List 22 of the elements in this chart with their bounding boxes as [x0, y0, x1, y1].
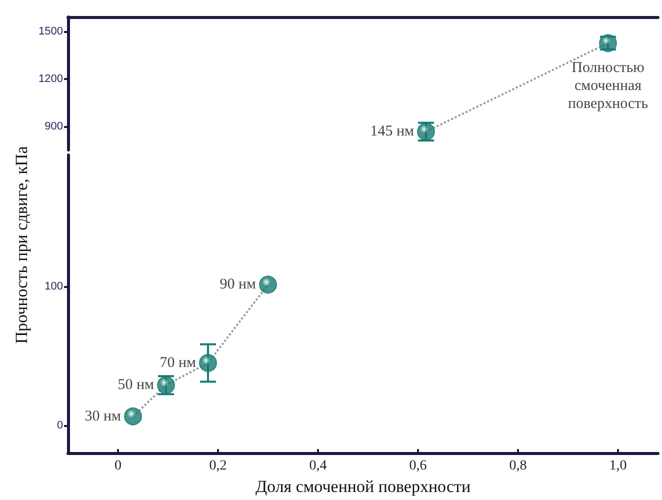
x-tick-label: 0,6 [409, 458, 427, 474]
annotation: 30 нм [84, 408, 122, 424]
y-tick-label: 1500 [38, 25, 63, 38]
annotation: Полностью смоченная поверхность [568, 60, 648, 112]
y-tick-label: 0 [56, 419, 63, 432]
annotation: 90 нм [220, 276, 256, 293]
y-tick-label: 100 [44, 280, 63, 293]
annotation: 50 нм [118, 377, 154, 394]
annotation: 145 нм [370, 124, 414, 140]
y-tick-label: 900 [44, 120, 63, 132]
x-tick-label: 1,0 [609, 458, 627, 474]
x-tick-label: 0,4 [309, 458, 327, 474]
x-axis-title: Доля смоченной поверхности [255, 477, 471, 496]
point [124, 407, 142, 426]
x-tick-label: 0,2 [209, 458, 227, 474]
y-axis-title: Прочность при сдвиге, кПа [12, 146, 32, 344]
point [199, 354, 217, 372]
x-tick-label: 0 [114, 458, 122, 474]
point [259, 276, 277, 294]
annotation: 70 нм [160, 354, 196, 371]
x-tick-label: 0,8 [509, 458, 527, 474]
y-tick-label: 1200 [38, 72, 63, 85]
